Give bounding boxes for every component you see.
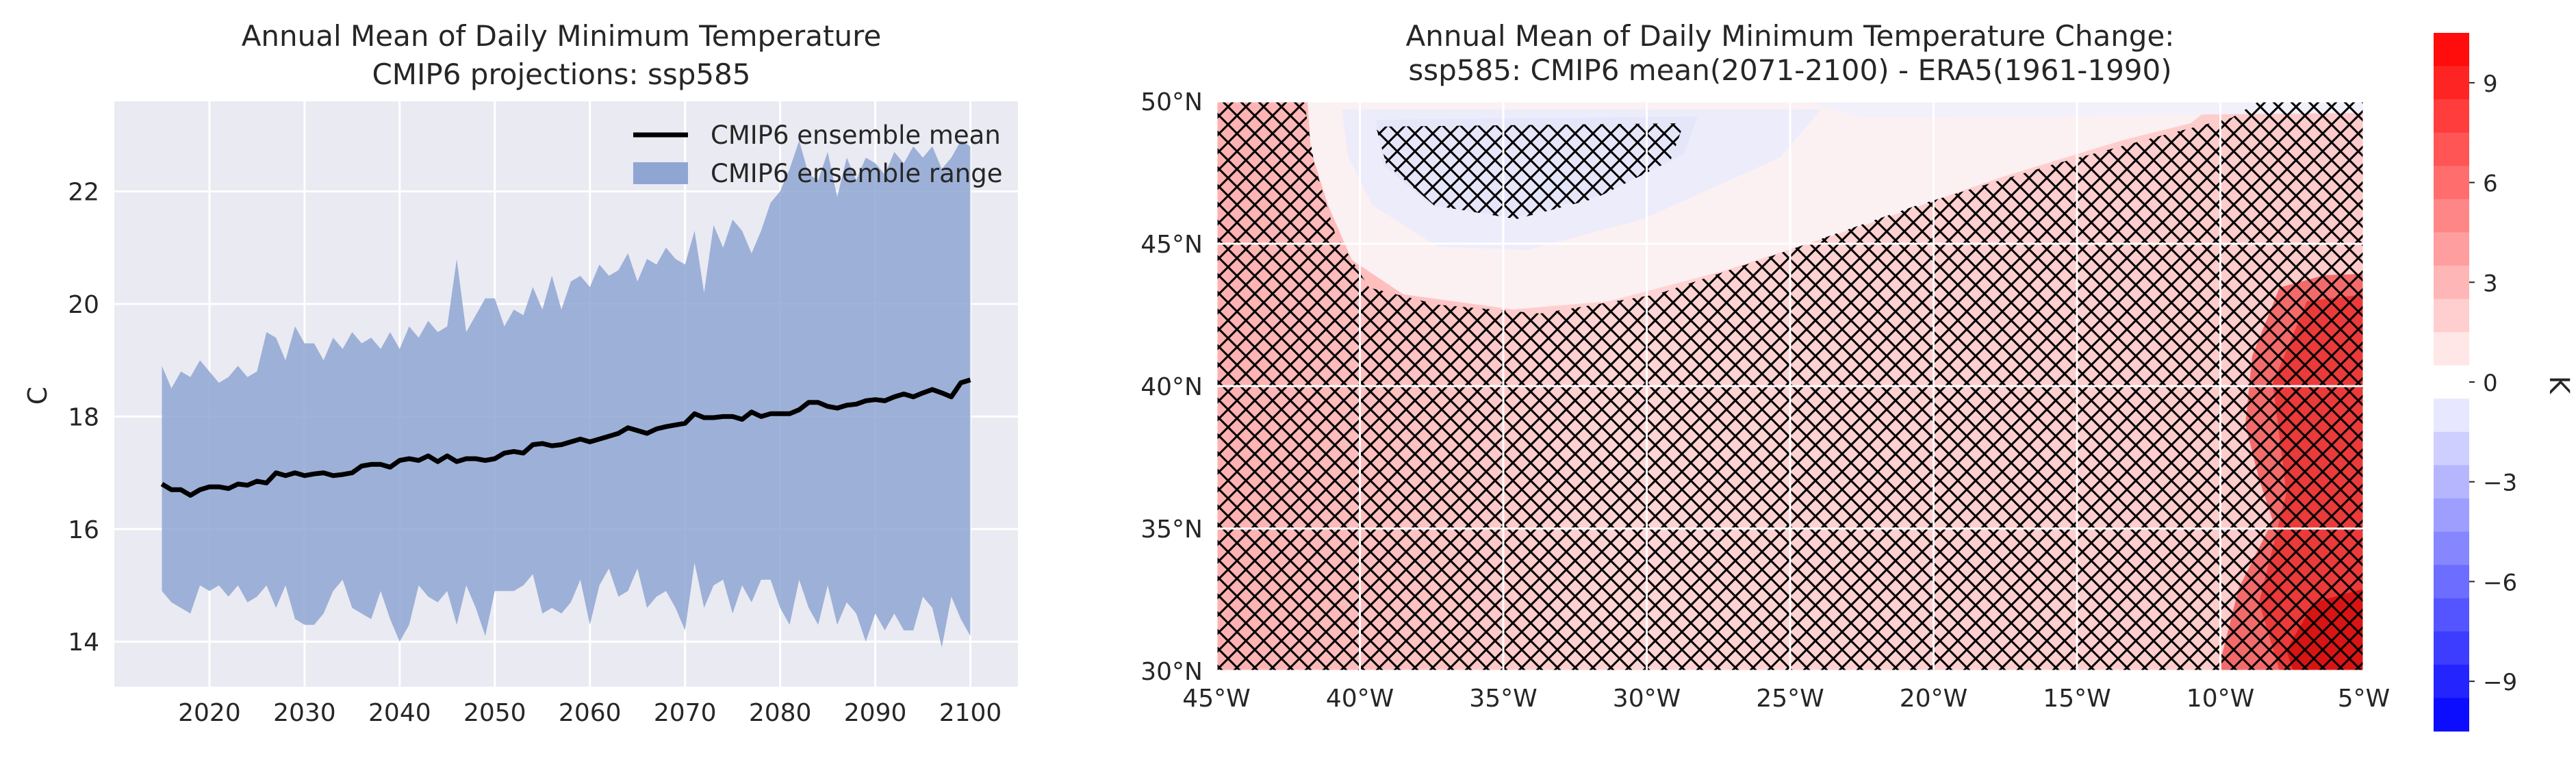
x-tick-label: 2090 [844, 699, 907, 727]
colorbar-segment [2434, 199, 2469, 233]
y-tick-label: 14 [68, 628, 99, 657]
colorbar-segment [2434, 598, 2469, 632]
ensemble-range-band [162, 140, 971, 648]
y-tick-label: 18 [68, 403, 99, 431]
colorbar-segment [2434, 266, 2469, 300]
x-tick-label: 2020 [178, 699, 241, 727]
colorbar-segment [2434, 698, 2469, 732]
colorbar-segment [2434, 631, 2469, 665]
colorbar-tick-label: −3 [2483, 470, 2517, 497]
colorbar-segment [2434, 132, 2469, 166]
colorbar-segment [2434, 33, 2469, 67]
x-tick-label: 2080 [749, 699, 812, 727]
legend-range-swatch [633, 162, 688, 184]
x-tick-label: 2030 [273, 699, 336, 727]
map-x-tick-label: 15°W [2043, 685, 2110, 713]
map-x-tick-label: 10°W [2186, 685, 2254, 713]
colorbar-segment [2434, 565, 2469, 599]
colorbar-segment [2434, 99, 2469, 134]
colorbar-segment [2434, 431, 2469, 466]
map-title: Annual Mean of Daily Minimum Temperature… [1406, 19, 2175, 53]
colorbar-segment [2434, 398, 2469, 433]
colorbar-tick-label: 0 [2483, 370, 2498, 397]
colorbar-tick-label: 9 [2483, 71, 2498, 98]
colorbar-segment [2434, 365, 2469, 399]
colorbar-label: K [2543, 376, 2575, 395]
map-subtitle: ssp585: CMIP6 mean(2071-2100) - ERA5(196… [1408, 53, 2171, 87]
map-x-tick-label: 5°W [2338, 685, 2390, 713]
colorbar-tick-label: 3 [2483, 270, 2498, 297]
map-nearzero-top [1807, 101, 2364, 118]
left-x-tick-labels: 2020 2030 2040 2050 2060 2070 2080 2090 2100 [178, 699, 1002, 727]
map-heatmap-chart: Annual Mean of Daily Minimum Temperature… [1140, 19, 2575, 732]
map-x-tick-label: 40°W [1326, 685, 1394, 713]
map-x-tick-label: 35°W [1469, 685, 1537, 713]
left-y-tick-labels: 14 16 18 20 22 [68, 179, 99, 657]
legend-mean-label: CMIP6 ensemble mean [711, 120, 1001, 150]
map-y-tick-label: 50°N [1140, 88, 1203, 116]
colorbar-segment [2434, 531, 2469, 566]
x-tick-label: 2050 [463, 699, 526, 727]
map-x-tick-labels: 45°W 40°W 35°W 30°W 25°W 20°W 15°W 10°W 5°W [1182, 685, 2390, 713]
colorbar-tick-labels: 9 6 3 0 −3 −6 −9 [2469, 71, 2517, 696]
colorbar-segment [2434, 664, 2469, 698]
map-y-tick-label: 45°N [1140, 231, 1203, 259]
map-gridlines [1216, 101, 2364, 671]
x-tick-label: 2060 [559, 699, 622, 727]
left-chart-subtitle: CMIP6 projections: ssp585 [372, 58, 750, 91]
colorbar-tick-label: −6 [2483, 569, 2517, 596]
ensemble-mean-line [160, 377, 971, 498]
map-field [1216, 101, 2364, 671]
map-x-tick-label: 20°W [1900, 685, 1967, 713]
colorbar-tick-label: −9 [2483, 669, 2517, 696]
y-tick-label: 16 [68, 516, 99, 544]
left-chart-title: Annual Mean of Daily Minimum Temperature [242, 19, 882, 53]
colorbar-segment [2434, 166, 2469, 200]
colorbar-segment [2434, 332, 2469, 366]
colorbar-tick-label: 6 [2483, 170, 2498, 198]
colorbar-segment [2434, 465, 2469, 499]
x-tick-label: 2070 [654, 699, 717, 727]
colorbar [2434, 33, 2469, 732]
y-tick-label: 20 [68, 291, 99, 319]
colorbar-segment [2434, 66, 2469, 100]
map-y-tick-label: 30°N [1140, 658, 1203, 686]
map-y-tick-label: 35°N [1140, 516, 1203, 544]
map-hatch-inset [1376, 123, 1684, 219]
time-series-chart: Annual Mean of Daily Minimum Temperature… [23, 19, 1018, 727]
y-tick-label: 22 [68, 179, 99, 207]
map-y-tick-labels: 50°N 45°N 40°N 35°N 30°N [1140, 88, 1203, 686]
map-y-tick-label: 40°N [1140, 373, 1203, 401]
colorbar-segment [2434, 232, 2469, 266]
x-tick-label: 2100 [939, 699, 1002, 727]
map-x-tick-label: 25°W [1756, 685, 1824, 713]
colorbar-segment [2434, 498, 2469, 533]
map-x-tick-label: 30°W [1613, 685, 1681, 713]
map-x-tick-label: 45°W [1182, 685, 1250, 713]
left-y-axis-label: C [23, 387, 53, 405]
x-tick-label: 2040 [368, 699, 431, 727]
legend-range-label: CMIP6 ensemble range [711, 159, 1002, 188]
left-legend: CMIP6 ensemble mean CMIP6 ensemble range [633, 120, 1002, 188]
colorbar-segment [2434, 299, 2469, 333]
